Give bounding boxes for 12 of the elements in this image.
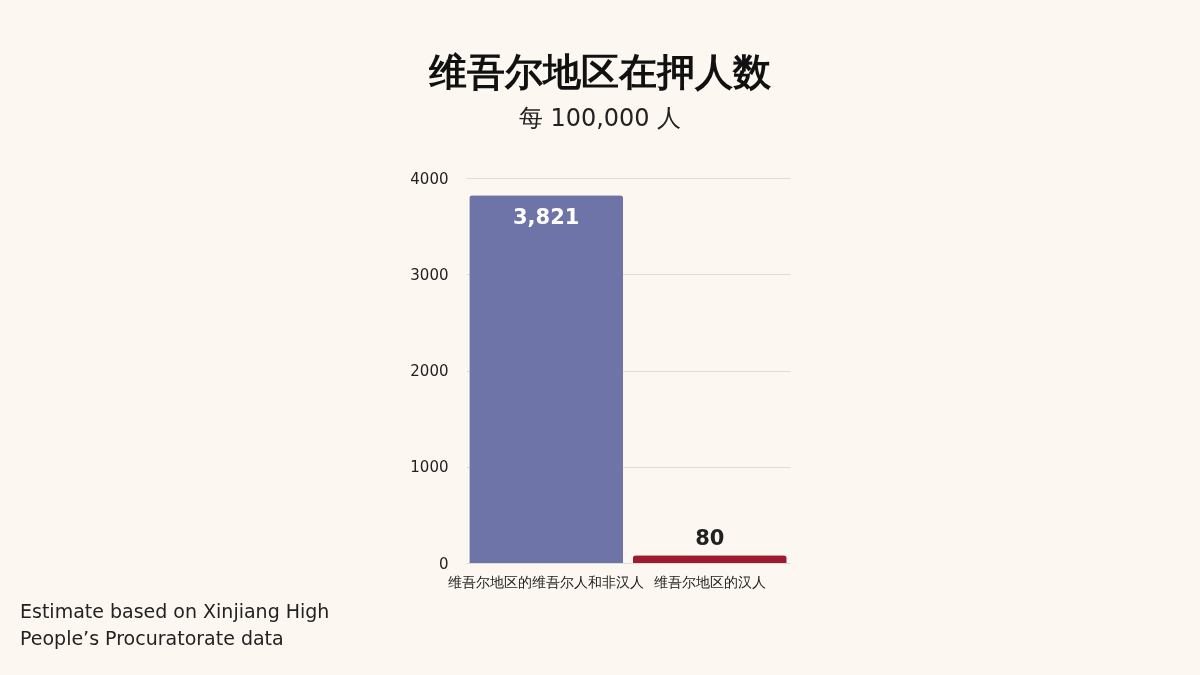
x-tick-label: 维吾尔地区的汉人 — [653, 573, 766, 590]
y-tick-label: 3000 — [410, 265, 449, 284]
y-tick-label: 0 — [438, 554, 449, 573]
y-tick-label: 2000 — [410, 362, 449, 380]
chart-subtitle: 每 100,000 人 — [518, 104, 682, 132]
chart-title: 维吾尔地区在押人数 — [428, 50, 772, 94]
text: Estimate based on Xinjiang High People’s Procuratorate data — [20, 600, 330, 649]
y-tick-label: 1000 — [410, 458, 449, 477]
data-label: 3,821 — [512, 205, 580, 230]
data-label: 80 — [695, 526, 725, 551]
y-tick-label: 4000 — [410, 169, 449, 188]
x-tick-label: 维吾尔地区的维吾尔人和非汉人 — [448, 573, 645, 590]
